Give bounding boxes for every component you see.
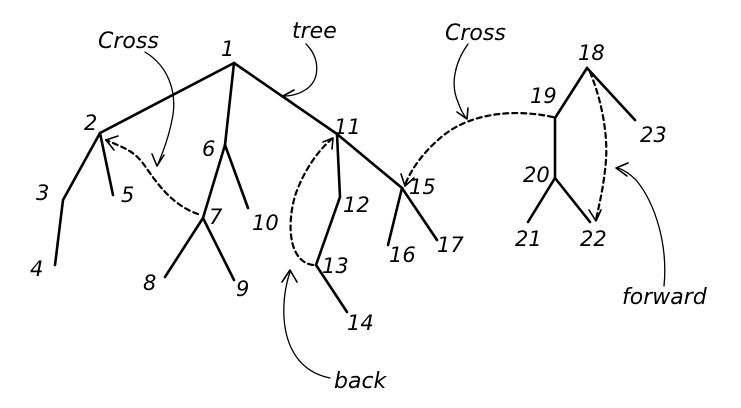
node-label-1: 1 (221, 37, 234, 61)
annotation-cross-right: Cross (445, 21, 506, 46)
tree-edges (53, 61, 637, 314)
annotation-tree: tree (292, 19, 337, 44)
node-label-15: 15 (409, 175, 436, 199)
tree-edge-6-10 (223, 143, 250, 210)
tree-edge-7-8 (163, 216, 205, 279)
tree-edge-18-19 (553, 66, 589, 120)
tree-edge-1-2 (98, 61, 236, 135)
node-label-10: 10 (252, 211, 279, 235)
node-label-9: 9 (236, 277, 249, 301)
tree-pointer (283, 43, 318, 97)
node-label-18: 18 (578, 41, 605, 65)
node-label-20: 20 (523, 163, 550, 187)
tree-edge-15-17 (400, 186, 439, 242)
forward-pointer (617, 167, 666, 287)
annotation-cross-left: Cross (98, 29, 159, 54)
node-label-11: 11 (334, 115, 361, 139)
back-pointer (283, 271, 331, 379)
node-label-14: 14 (347, 311, 374, 335)
edge-type-annotations: Cross tree Cross back forward (98, 19, 708, 394)
tree-edge-7-9 (201, 216, 236, 282)
tree-edge-11-15 (335, 132, 404, 190)
tree-edge-15-16 (386, 186, 404, 247)
annotation-back: back (334, 369, 388, 394)
cross-left-pointer (144, 51, 175, 165)
tree-edge-6-7 (201, 143, 227, 220)
node-label-19: 19 (530, 84, 557, 108)
back-edge-13-11-arrowhead (322, 137, 334, 150)
tree-edge-20-22 (553, 176, 592, 224)
annotation-forward: forward (622, 285, 708, 310)
node-label-12: 12 (343, 193, 370, 217)
cross-edge-7-2-arrowhead (105, 135, 119, 151)
node-label-7: 7 (209, 205, 223, 229)
cross-right-pointer (453, 43, 469, 119)
node-label-21: 21 (515, 227, 542, 251)
node-label-6: 6 (202, 137, 215, 161)
node-label-3: 3 (36, 181, 49, 205)
tree-edge-20-21 (526, 176, 557, 224)
node-label-4: 4 (30, 257, 43, 281)
forward-pointer-arrowhead (615, 162, 629, 177)
tree-edge-2-3-4 (53, 131, 102, 267)
node-label-23: 23 (640, 123, 667, 147)
node-labels: 1 2 3 4 5 6 7 8 9 10 11 12 13 14 15 16 1… (30, 37, 667, 335)
cross-edge-7-2 (104, 138, 200, 216)
cross-edge-19-15-arrowhead (400, 173, 415, 187)
cross-left-pointer-arrowhead (151, 153, 165, 167)
cross-edge-19-15 (403, 112, 555, 187)
cross-right-pointer-arrowhead (456, 107, 469, 120)
node-label-13: 13 (322, 254, 349, 278)
node-label-5: 5 (121, 183, 134, 207)
back-pointer-arrowhead (281, 269, 298, 283)
tree-edge-13-14 (314, 263, 349, 314)
non-tree-edges (104, 70, 608, 267)
node-label-22: 22 (580, 227, 607, 251)
node-label-2: 2 (84, 111, 97, 135)
forward-edge-18-22 (588, 70, 608, 222)
node-label-17: 17 (437, 233, 464, 257)
tree-pointer-arrowhead (282, 89, 295, 104)
annotation-pointers (144, 43, 666, 379)
tree-edge-11-12-13 (314, 132, 342, 267)
tree-edge-2-5 (98, 131, 115, 197)
tree-edge-18-23 (585, 66, 637, 122)
back-edge-13-11 (289, 136, 335, 267)
forward-edge-18-22-arrowhead (588, 209, 602, 222)
node-label-16: 16 (389, 243, 416, 267)
node-label-8: 8 (143, 271, 156, 295)
tree-edge-1-6 (223, 61, 236, 147)
